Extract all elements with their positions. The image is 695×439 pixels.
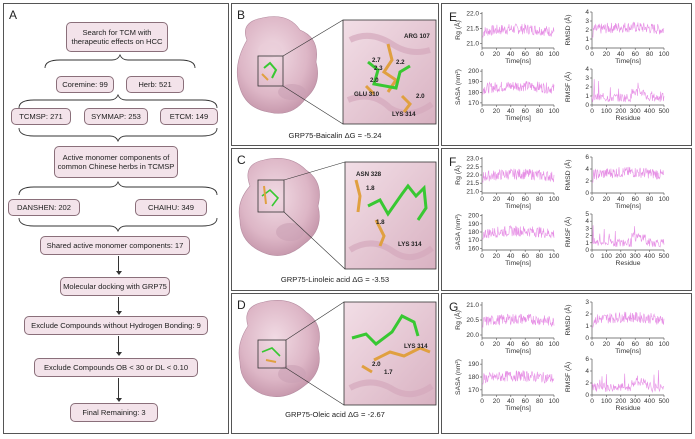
flow-exclude-ob: Exclude Compounds OB < 30 or DL < 0.10 <box>34 358 198 377</box>
caption-d: GRP75-Oleic acid ΔG = -2.67 <box>285 410 385 419</box>
b-dist-1: 2.3 <box>374 65 383 72</box>
flow-tcmsp: TCMSP: 271 <box>11 108 71 125</box>
flow-chaihu: CHAIHU: 349 <box>135 199 207 216</box>
panel-g: G <box>441 293 692 434</box>
b-res-1: GLU 310 <box>354 91 380 98</box>
panel-g-label: G <box>449 300 459 314</box>
d-res-0: LYS 314 <box>404 343 428 350</box>
flow-arrow-1 <box>115 256 122 275</box>
caption-c: GRP75-Linoleic acid ΔG = -3.53 <box>280 275 390 284</box>
panel-d-label: D <box>237 298 246 312</box>
flow-danshen: DANSHEN: 202 <box>8 199 80 216</box>
flow-docking: Molecular docking with GRP75 <box>60 277 170 296</box>
c-res-1: LYS 314 <box>398 241 422 248</box>
d-dist-0: 2.0 <box>372 361 381 368</box>
b-dist-4: 2.0 <box>416 93 425 100</box>
flow-final: Final Remaining: 3 <box>70 403 158 422</box>
b-dist-2: 2.2 <box>396 59 405 66</box>
flow-search: Search for TCM with therapeutic effects … <box>66 22 168 52</box>
flow-shared: Shared active monomer components: 17 <box>40 236 190 255</box>
flow-coremine: Coremine: 99 <box>56 76 114 93</box>
flow-arrow-4 <box>115 378 122 402</box>
panel-e-label: E <box>449 10 458 24</box>
flow-brace-2 <box>18 94 218 109</box>
panel-e: E <box>441 3 692 146</box>
panel-f: F <box>441 148 692 291</box>
structure-b <box>236 16 437 125</box>
panel-a-label: A <box>9 8 18 22</box>
flow-etcm: ETCM: 149 <box>160 108 218 125</box>
caption-b: GRP75-Baicalin ΔG = -5.24 <box>288 131 382 140</box>
flow-symmap: SYMMAP: 253 <box>84 108 148 125</box>
flow-brace-4 <box>18 181 218 196</box>
panel-f-label: F <box>449 155 457 169</box>
flow-brace-5 <box>18 217 218 233</box>
b-dist-0: 2.7 <box>372 57 381 64</box>
panel-b-label: B <box>237 8 246 22</box>
structure-c <box>238 158 437 270</box>
flow-brace-1 <box>44 54 196 69</box>
flow-exclude-hb: Exclude Compounds without Hydrogen Bondi… <box>24 316 208 335</box>
b-res-0: ARG 107 <box>404 33 430 40</box>
b-res-2: LYS 314 <box>392 111 416 118</box>
c-res-0: ASN 328 <box>356 171 382 178</box>
flow-active: Active monomer components of common Chin… <box>54 146 178 178</box>
d-dist-1: 1.7 <box>384 369 393 376</box>
flow-brace-3 <box>18 127 218 143</box>
structure-d <box>238 300 437 406</box>
flow-arrow-2 <box>115 297 122 315</box>
c-dist-0: 1.8 <box>366 185 375 192</box>
flow-arrow-3 <box>115 336 122 356</box>
flow-herb: Herb: 521 <box>126 76 184 93</box>
c-dist-1: 1.8 <box>376 219 385 226</box>
panel-c-label: C <box>237 153 246 167</box>
b-dist-3: 2.0 <box>370 77 379 84</box>
